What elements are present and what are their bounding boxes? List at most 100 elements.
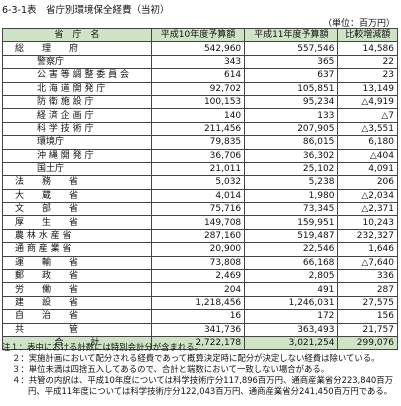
cell-name: 合 計 — [2, 335, 152, 351]
cell-value: 2,722,178 — [150, 335, 246, 351]
cell-value: 140 — [150, 108, 246, 123]
cell-value: 21,011 — [150, 161, 246, 177]
title: 6-3-1表 省庁別環境保全経費（当初） — [2, 5, 170, 16]
cell-value: 13,149 — [337, 81, 398, 96]
cell-value: 557,546 — [244, 41, 339, 56]
cell-value: 36,706 — [150, 148, 246, 163]
cell-value: △2,371 — [337, 202, 398, 217]
table-row: 自 治 省 16 172 156 — [2, 309, 398, 324]
table: 省 庁 名平成10年度予算額 平成11年度予算額 比較増減額 総 理 府 542,96… — [2, 27, 398, 351]
cell-value: △7 — [337, 108, 398, 123]
cell-value: 25,102 — [244, 161, 339, 177]
table-row: 警察庁 343 365 22 — [2, 54, 398, 70]
cell-value: 5,032 — [150, 175, 246, 190]
table-row: 郵 政 省 2,469 2,805 336 — [2, 269, 398, 284]
table-row: 環境庁 79,835 86,015 6,180 — [2, 135, 398, 150]
table-row: 総 理 府 542,960 557,546 14,586 — [2, 41, 398, 56]
cell-value: 1,218,456 — [150, 295, 246, 311]
cell-value: 4,014 — [150, 188, 246, 204]
cell-value: 92,702 — [150, 81, 246, 96]
cell-name: 通 商 産 業 省 — [2, 242, 152, 257]
cell-value: 23 — [337, 68, 398, 83]
cell-name: 公 害 等 調 整 委 員 会 — [2, 68, 152, 83]
cell-value: △4,919 — [337, 94, 398, 110]
cell-name: 厚 生 省 — [2, 215, 152, 230]
cell-value: 232,327 — [337, 228, 398, 244]
cell-value: 365 — [244, 54, 339, 70]
cell-value: 204 — [150, 282, 246, 297]
cell-value: 491 — [244, 282, 339, 297]
cell-value: 27,575 — [337, 295, 398, 311]
cell-value: 614 — [150, 68, 246, 83]
cell-value: 79,835 — [150, 135, 246, 150]
cell-name: 共 管 — [2, 322, 152, 337]
table-row: 経 済 企 画 庁 140 133 △7 — [2, 108, 398, 123]
table-row: 大 蔵 省 4,014 1,980 △2,034 — [2, 188, 398, 204]
cell-value: 4,091 — [337, 161, 398, 177]
table-row: 農 林 水 産 省 287,160 519,487 232,327 — [2, 228, 398, 244]
cell-value: 211,456 — [150, 121, 246, 137]
cell-value: 156 — [337, 309, 398, 324]
cell-value: 133 — [244, 108, 339, 123]
cell-value: 73,808 — [150, 255, 246, 271]
cell-value: 100,153 — [150, 94, 246, 110]
table-row: 合 計 2,722,178 3,021,254 299,076 — [2, 335, 398, 351]
notes: 注１：表中における計数には特別会計分が含まれる。 ２：実施計画において配分される経… — [2, 342, 398, 397]
column-header: 平成11年度予算額 — [244, 27, 339, 43]
cell-value: 75,716 — [150, 202, 246, 217]
cell-value: 542,960 — [150, 41, 246, 56]
cell-value: 519,487 — [244, 228, 339, 244]
table-row: 科 学 技 術 庁 211,456 207,905 △3,551 — [2, 121, 398, 137]
cell-value: 3,021,254 — [244, 335, 339, 351]
cell-name: 自 治 省 — [2, 309, 152, 324]
cell-name: 警察庁 — [2, 54, 152, 70]
cell-name: 沖 縄 開 発 庁 — [2, 148, 152, 163]
cell-name: 労 働 省 — [2, 282, 152, 297]
table-row: 厚 生 省 149,708 159,951 10,243 — [2, 215, 398, 230]
cell-value: △404 — [337, 148, 398, 163]
cell-value: 16 — [150, 309, 246, 324]
cell-name: 大 蔵 省 — [2, 188, 152, 204]
cell-value: 22 — [337, 54, 398, 70]
cell-value: 1,980 — [244, 188, 339, 204]
unit: （単位：百万円） — [322, 19, 395, 29]
cell-name: 運 輸 省 — [2, 255, 152, 271]
cell-value: 105,851 — [244, 81, 339, 96]
cell-value: △7,640 — [337, 255, 398, 271]
cell-name: 文 部 省 — [2, 202, 152, 217]
note: 注１：表中における計数には特別会計分が含まれる。 — [2, 342, 203, 352]
cell-value: 1,646 — [337, 242, 398, 257]
cell-value: 343 — [150, 54, 246, 70]
cell-value: 2,469 — [150, 269, 246, 284]
cell-value: 207,905 — [244, 121, 339, 137]
note: ２：実施計画において配分される経費であって概算決定時に配分が決定しない経費は除い… — [12, 353, 380, 363]
cell-value: 159,951 — [244, 215, 339, 230]
table-row: 建 設 省 1,218,456 1,246,031 27,575 — [2, 295, 398, 311]
table-row: 通 商 産 業 省 20,900 22,546 1,646 — [2, 242, 398, 257]
table-row: 文 部 省 75,716 73,345 △2,371 — [2, 202, 398, 217]
table-row: 労 働 省 204 491 287 — [2, 282, 398, 297]
cell-value: 5,238 — [244, 175, 339, 190]
cell-name: 建 設 省 — [2, 295, 152, 311]
header-row: 省 庁 名平成10年度予算額 平成11年度予算額 比較増減額 — [2, 27, 398, 43]
cell-name: 農 林 水 産 省 — [2, 228, 152, 244]
cell-value: 637 — [244, 68, 339, 83]
cell-value: 2,805 — [244, 269, 339, 284]
cell-value: 341,736 — [150, 322, 246, 337]
table-row: 共 管 341,736 363,493 21,757 — [2, 322, 398, 337]
cell-name: 科 学 技 術 庁 — [2, 121, 152, 137]
table-row: 沖 縄 開 発 庁 36,706 36,302 △404 — [2, 148, 398, 163]
cell-value: 66,168 — [244, 255, 339, 271]
cell-value: △2,034 — [337, 188, 398, 204]
table-row: 防 衛 施 設 庁 100,153 95,234 △4,919 — [2, 94, 398, 110]
cell-value: 22,546 — [244, 242, 339, 257]
cell-value: 299,076 — [337, 335, 398, 351]
cell-value: 149,708 — [150, 215, 246, 230]
cell-name: 防 衛 施 設 庁 — [2, 94, 152, 110]
note: ４：共管の内訳は、平成10年度については科学技術庁分117,896百万円、通商産… — [12, 375, 394, 396]
table-row: 運 輸 省 73,808 66,168 △7,640 — [2, 255, 398, 271]
cell-name: 経 済 企 画 庁 — [2, 108, 152, 123]
cell-name: 環境庁 — [2, 135, 152, 150]
cell-value: 95,234 — [244, 94, 339, 110]
